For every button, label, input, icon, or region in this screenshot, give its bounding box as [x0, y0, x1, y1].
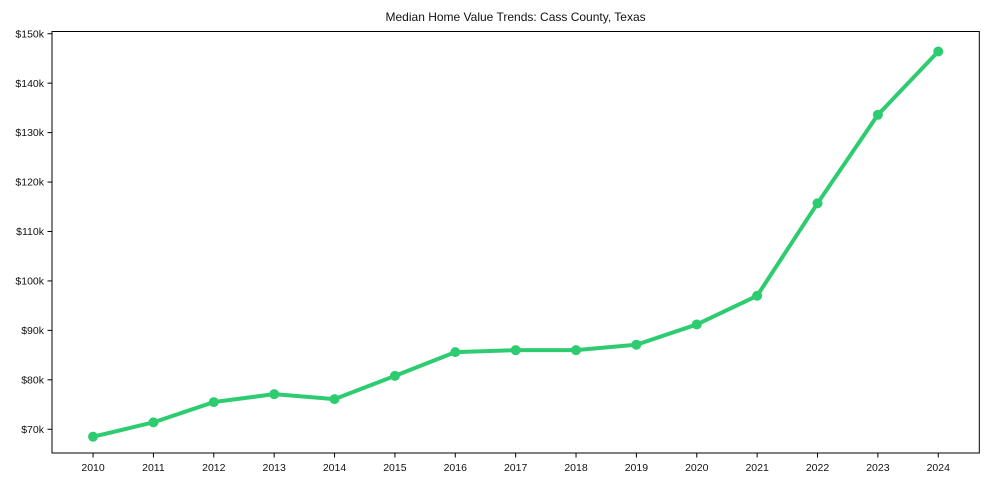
data-point-marker [88, 431, 99, 442]
data-point-marker [812, 198, 823, 209]
data-point-marker [510, 345, 521, 356]
data-point-marker [450, 347, 461, 358]
x-tick-label: 2021 [745, 462, 769, 474]
y-tick-label: $110k [16, 226, 45, 238]
y-tick-label: $140k [15, 78, 44, 90]
data-point-marker [571, 345, 582, 356]
x-tick-label: 2018 [564, 462, 588, 474]
y-tick-label: $120k [15, 177, 44, 189]
x-tick-label: 2016 [444, 462, 468, 474]
y-tick-label: $70k [21, 424, 45, 436]
x-tick-label: 2020 [685, 462, 709, 474]
x-tick-label: 2023 [866, 462, 890, 474]
x-tick-label: 2024 [927, 462, 951, 474]
data-point-marker [148, 417, 159, 428]
x-tick-label: 2011 [142, 462, 165, 474]
data-point-marker [208, 397, 219, 408]
x-tick-label: 2014 [323, 462, 347, 474]
y-tick-label: $100k [15, 276, 44, 288]
x-tick-label: 2010 [81, 462, 105, 474]
x-tick-label: 2013 [262, 462, 286, 474]
data-point-marker [631, 339, 642, 350]
x-tick-label: 2019 [625, 462, 649, 474]
data-point-marker [691, 319, 702, 330]
data-point-marker [872, 109, 883, 120]
x-tick-label: 2012 [202, 462, 226, 474]
y-tick-label: $130k [15, 127, 44, 139]
y-tick-label: $90k [21, 325, 45, 337]
data-point-marker [269, 389, 280, 400]
trend-line [91, 49, 941, 439]
axes-layer: $70k $80k $90k $100k $110k $120k $130k $140k $15… [15, 28, 980, 474]
chart-title: Median Home Value Trends: Cass County, T… [386, 10, 646, 24]
series-layer [88, 46, 944, 442]
plot-area-border [51, 31, 980, 454]
data-point-marker [752, 290, 763, 301]
y-tick-label: $80k [21, 374, 45, 386]
y-tick-label: $150k [15, 28, 44, 40]
x-tick-label: 2022 [806, 462, 830, 474]
x-tick-label: 2015 [383, 462, 407, 474]
x-tick-label: 2017 [504, 462, 528, 474]
data-point-marker [389, 370, 400, 381]
data-point-marker [933, 46, 944, 57]
data-point-marker [329, 394, 340, 405]
